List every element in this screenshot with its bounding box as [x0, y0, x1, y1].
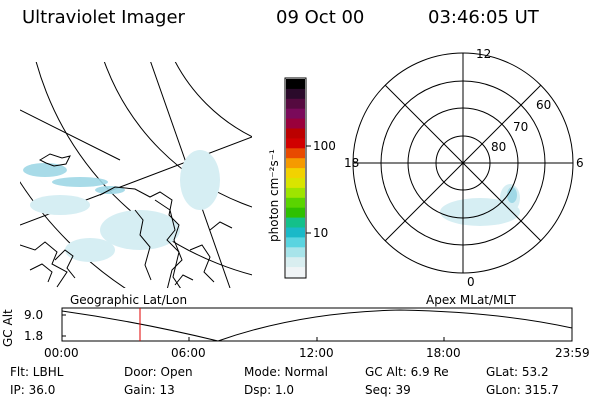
timeline-ytick-1.8: 1.8	[24, 329, 44, 343]
mode-info: Mode: Normal	[244, 365, 328, 379]
seq-info: Seq: 39	[365, 383, 411, 397]
mlt-label-12: 12	[476, 47, 492, 61]
gain-info: Gain: 13	[124, 383, 175, 397]
colorbar-segment	[286, 217, 305, 228]
mlt-label-18: 18	[344, 156, 360, 170]
mlt-label-0: 0	[467, 275, 475, 289]
gc-alt-info: GC Alt: 6.9 Re	[365, 365, 449, 379]
colorbar-segment	[286, 118, 305, 129]
colorbar-segment	[286, 148, 305, 159]
mlat-label-80: 80	[491, 140, 507, 154]
date-label: 09 Oct 00	[276, 7, 365, 28]
mlat-label-60: 60	[536, 98, 552, 112]
dsp-info: Dsp: 1.0	[244, 383, 295, 397]
colorbar-segment	[286, 197, 305, 209]
colorbar-tick-100: 100	[313, 139, 336, 153]
colorbar-segment	[286, 187, 305, 199]
timeline-ytick-9: 9.0	[24, 308, 44, 322]
mlt-label-6: 6	[576, 156, 584, 170]
colorbar-segment	[286, 247, 305, 258]
apex-panel-label: Apex MLat/MLT	[426, 293, 516, 307]
timeline-xtick-0600: 06:00	[171, 346, 206, 360]
polar-mlt-plot	[352, 52, 574, 274]
geographic-map	[20, 62, 252, 288]
glon-info: GLon: 315.7	[486, 383, 559, 397]
colorbar-segment	[286, 237, 305, 248]
colorbar-segment	[286, 158, 305, 169]
time-label: 03:46:05 UT	[428, 7, 539, 28]
colorbar-segment	[286, 98, 305, 110]
colorbar-segment	[286, 88, 305, 100]
colorbar-segment	[286, 227, 305, 238]
filter-info: Flt: LBHL	[10, 365, 64, 379]
colorbar-tick-10: 10	[313, 226, 329, 240]
glat-info: GLat: 53.2	[486, 365, 549, 379]
colorbar-segment	[286, 178, 305, 189]
colorbar-segment	[286, 267, 305, 278]
colorbar	[284, 77, 311, 279]
colorbar-segment	[286, 108, 305, 120]
colorbar-segment	[286, 207, 305, 219]
geographic-panel-label: Geographic Lat/Lon	[70, 293, 188, 307]
timeline-ylabel: GC Alt	[1, 309, 15, 347]
timeline-xtick-1800: 18:00	[426, 346, 461, 360]
door-info: Door: Open	[124, 365, 193, 379]
colorbar-segment	[286, 138, 305, 149]
orbit-timeline	[61, 307, 573, 342]
colorbar-segment	[286, 79, 305, 90]
colorbar-segment	[286, 168, 305, 179]
instrument-title: Ultraviolet Imager	[22, 7, 185, 28]
timeline-xtick-0000: 00:00	[44, 346, 79, 360]
colorbar-segment	[286, 257, 305, 268]
colorbar-unit-label: photon cm⁻²s⁻¹	[267, 149, 281, 242]
colorbar-segment	[286, 128, 305, 139]
mlat-label-70: 70	[513, 120, 529, 134]
timeline-xtick-2359: 23:59	[555, 346, 590, 360]
timeline-xtick-1200: 12:00	[299, 346, 334, 360]
ip-info: IP: 36.0	[10, 383, 56, 397]
